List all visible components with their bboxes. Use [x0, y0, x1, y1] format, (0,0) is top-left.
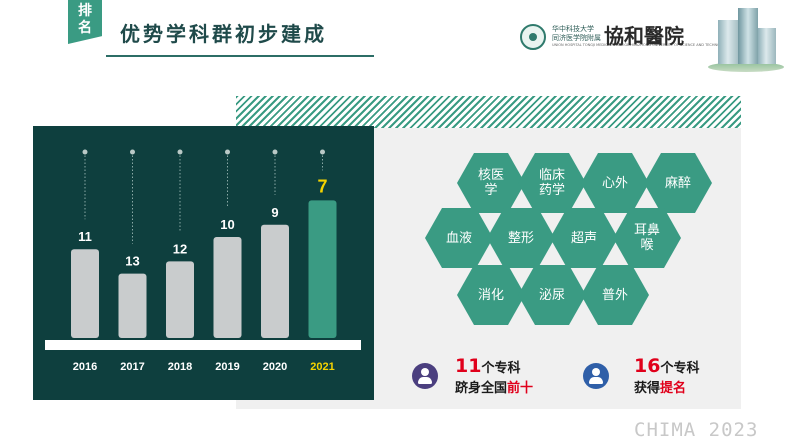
ranking-bar-chart: 11 2016 13 2017 12 2018 10 2019 9 2020 7 2021 [45, 149, 361, 373]
guide-dot [320, 149, 325, 155]
year-label-2018: 2018 [168, 361, 192, 373]
bar-2021 [308, 200, 337, 338]
year-label-2016: 2016 [73, 361, 97, 373]
doctor-icon [412, 363, 438, 389]
chart-baseline [45, 340, 361, 350]
year-label-2020: 2020 [263, 361, 287, 373]
guide-dot [225, 149, 230, 155]
bar-2019 [213, 237, 242, 338]
year-label-2021: 2021 [310, 361, 334, 373]
ranking-chart: 11 2016 13 2017 12 2018 10 2019 9 2020 7 2021 [33, 126, 374, 400]
nurse-icon [583, 363, 609, 389]
logo-college: 同济医学院附属 [552, 34, 601, 42]
logo-hospital-name: 協和醫院 [604, 24, 684, 48]
stripe-band [236, 96, 741, 128]
watermark: CHIMA 2023 [634, 419, 759, 441]
bar-2017 [118, 273, 147, 338]
guide-dot [82, 149, 88, 155]
emblem-icon [520, 24, 546, 50]
bar-2016 [71, 249, 99, 338]
guide-dot [177, 149, 183, 155]
year-label-2019: 2019 [215, 361, 239, 373]
ranking-tag: 排 名 [68, 0, 102, 44]
guide-dot [272, 149, 278, 155]
stat-top-ten-number: 11 [455, 355, 482, 377]
value-label-2019: 10 [220, 217, 234, 232]
page-title: 优势学科群初步建成 [120, 22, 327, 46]
hex-hematology: 血液 [425, 208, 493, 268]
building-image [708, 6, 784, 76]
tag-char-1: 排 [78, 3, 92, 19]
value-label-2021: 7 [317, 176, 327, 196]
value-label-2017: 13 [125, 254, 139, 269]
stat-nominated-number: 16 [634, 355, 661, 377]
value-label-2020: 9 [271, 205, 278, 220]
guide-dot [130, 149, 135, 155]
value-label-2018: 12 [173, 241, 187, 256]
year-label-2017: 2017 [120, 361, 144, 373]
title-underline [106, 55, 374, 57]
tag-char-2: 名 [78, 20, 92, 36]
bar-2018 [166, 261, 194, 338]
stat-nominated: 16个专科 获得提名 [634, 355, 700, 396]
stat-top-ten: 11个专科 跻身全国前十 [455, 355, 534, 396]
logo-university: 华中科技大学 [552, 25, 594, 33]
value-label-2016: 11 [78, 229, 92, 244]
logo-english: UNION HOSPITAL TONGJI MEDICAL COLLEGE HU… [552, 43, 730, 47]
bar-2020 [261, 224, 289, 338]
